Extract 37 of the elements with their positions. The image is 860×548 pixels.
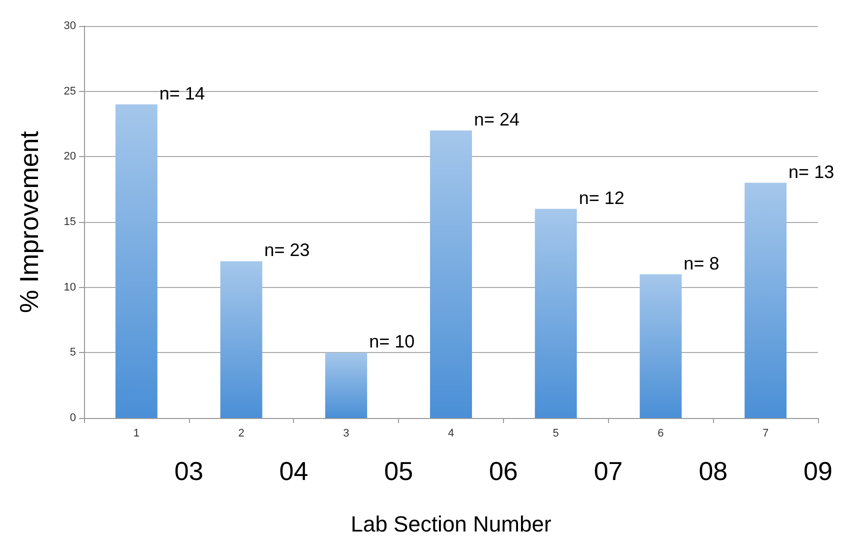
bar	[115, 104, 158, 418]
y-tick-label: 10	[64, 281, 76, 294]
text: 09	[804, 456, 832, 486]
annotation: n= 12	[578, 188, 624, 208]
bar	[325, 352, 368, 418]
bar	[430, 130, 472, 418]
text: 04	[279, 456, 308, 486]
text: 08	[698, 456, 728, 486]
y-tick-label: 25	[64, 85, 76, 98]
text: 03	[174, 456, 204, 486]
text: 07	[594, 456, 623, 486]
y-tick-label: 0	[70, 412, 76, 424]
y-tick-label: 30	[64, 20, 76, 32]
annotation: n= 14	[159, 83, 205, 104]
text: 05	[384, 456, 414, 486]
bar	[744, 182, 787, 418]
x-tick-label: 7	[762, 428, 769, 440]
x-tick-label: 1	[133, 428, 140, 440]
annotation: n= 8	[684, 253, 720, 274]
bar	[220, 261, 262, 418]
annotation: n= 24	[474, 110, 520, 130]
y-tick-label: 20	[64, 150, 76, 163]
x-tick-label: 2	[238, 428, 244, 440]
x-tick-label: 4	[448, 428, 454, 440]
annotation: n= 13	[788, 162, 834, 182]
annotation: n= 23	[264, 240, 310, 260]
y-tick-label: 5	[70, 346, 76, 359]
x-tick-label: 6	[658, 428, 664, 440]
x-tick-label: 3	[343, 428, 350, 440]
x-tick-label: 5	[552, 428, 559, 440]
x-axis-title: Lab Section Number	[350, 512, 552, 536]
y-axis-title: % Improvement	[14, 130, 44, 314]
annotation: n= 10	[369, 332, 415, 352]
y-tick-label: 15	[64, 216, 76, 228]
bar	[640, 274, 682, 418]
bar	[534, 208, 577, 418]
text: 06	[488, 456, 518, 486]
